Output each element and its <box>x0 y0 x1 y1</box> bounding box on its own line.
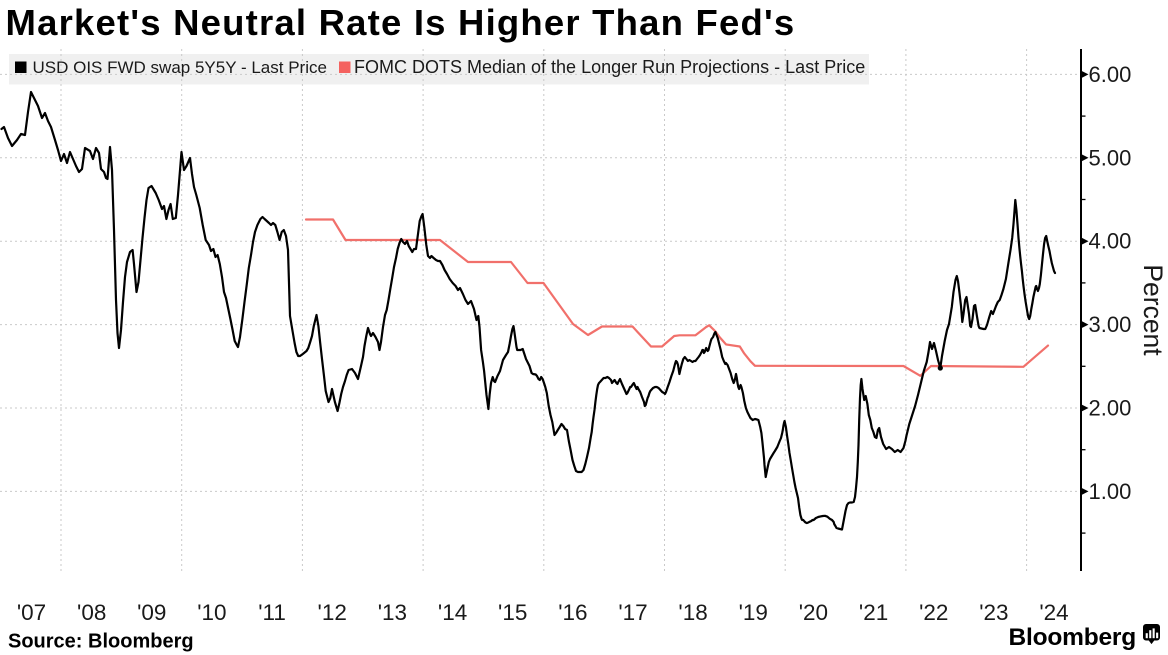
svg-text:1.00: 1.00 <box>1089 479 1132 504</box>
svg-text:'20: '20 <box>799 600 828 625</box>
svg-text:FOMC DOTS Median of the Longer: FOMC DOTS Median of the Longer Run Proje… <box>354 57 865 77</box>
svg-text:'13: '13 <box>378 600 407 625</box>
svg-text:'24: '24 <box>1039 600 1068 625</box>
svg-text:2.00: 2.00 <box>1089 396 1132 421</box>
svg-text:3.00: 3.00 <box>1089 312 1132 337</box>
svg-text:Market's Neutral Rate Is Highe: Market's Neutral Rate Is Higher Than Fed… <box>6 2 796 43</box>
svg-text:6.00: 6.00 <box>1089 62 1132 87</box>
svg-text:'12: '12 <box>318 600 347 625</box>
svg-text:'07: '07 <box>17 600 46 625</box>
svg-text:'14: '14 <box>438 600 467 625</box>
svg-text:'21: '21 <box>859 600 888 625</box>
svg-text:'19: '19 <box>739 600 768 625</box>
svg-text:Source: Bloomberg: Source: Bloomberg <box>8 631 194 653</box>
svg-text:'09: '09 <box>137 600 166 625</box>
svg-text:4.00: 4.00 <box>1089 229 1132 254</box>
svg-text:'16: '16 <box>558 600 587 625</box>
svg-text:'15: '15 <box>498 600 527 625</box>
svg-text:5.00: 5.00 <box>1089 145 1132 170</box>
svg-text:USD OIS FWD swap 5Y5Y - Last P: USD OIS FWD swap 5Y5Y - Last Price <box>33 58 327 77</box>
svg-text:'10: '10 <box>197 600 226 625</box>
svg-text:'08: '08 <box>77 600 106 625</box>
svg-text:'23: '23 <box>979 600 1008 625</box>
svg-text:Bloomberg: Bloomberg <box>1008 624 1136 651</box>
svg-text:'17: '17 <box>618 600 647 625</box>
svg-text:Percent: Percent <box>1138 264 1168 356</box>
svg-text:'11: '11 <box>258 600 286 625</box>
svg-text:'18: '18 <box>678 600 707 625</box>
svg-text:'22: '22 <box>919 600 948 625</box>
